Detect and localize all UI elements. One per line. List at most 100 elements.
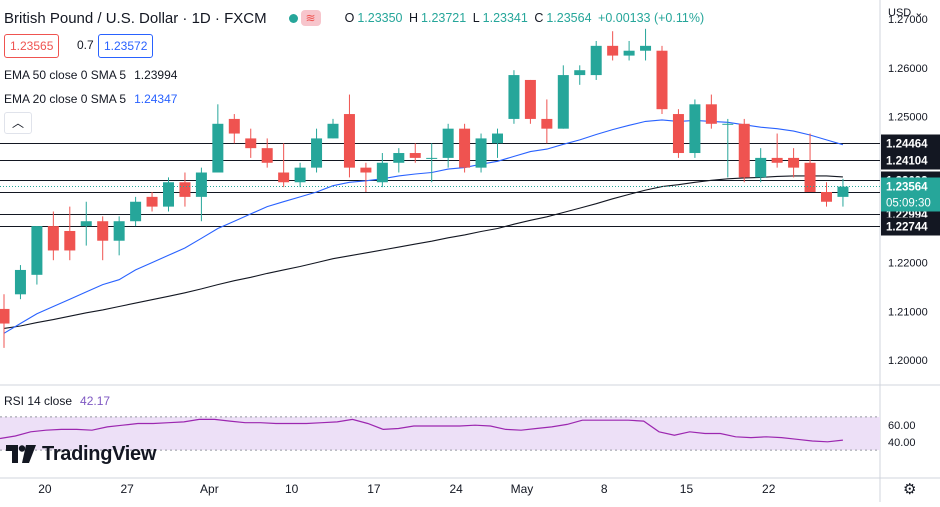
candle-down[interactable] [47,226,59,251]
candle-up[interactable] [492,133,503,144]
candle-up[interactable] [640,45,652,51]
candle-up[interactable] [130,201,142,222]
time-tick-label: 15 [680,482,694,496]
candle-down[interactable] [245,138,257,149]
spread-value: 0.7 [72,34,99,56]
ema20-line[interactable] [3,119,844,334]
candle-down[interactable] [0,308,10,324]
candle-up[interactable] [837,186,849,197]
sell-button[interactable]: 1.23565 [4,34,60,58]
candle-up[interactable] [163,182,174,207]
candle-up[interactable] [557,75,569,129]
level-price-label: 1.24104 [886,156,928,168]
candle-down[interactable] [738,123,750,178]
candle-up[interactable] [14,269,26,295]
candle-up[interactable] [689,104,701,154]
rsi-value: 42.17 [80,394,111,408]
candle-up[interactable] [755,157,767,178]
price-tick-label: 1.21000 [888,306,928,318]
collapse-legend-button[interactable]: ︿ [4,112,32,134]
candle-down[interactable] [771,157,783,163]
tradingview-logo-icon [6,445,36,463]
candle-up[interactable] [113,221,125,241]
tradingview-logo[interactable]: TradingView [6,441,156,467]
candle-down[interactable] [343,114,355,168]
candle-down[interactable] [541,118,553,129]
candle-up[interactable] [195,172,207,197]
candle-down[interactable] [261,148,273,163]
level-price-label-bg [881,217,940,236]
candle-up[interactable] [508,75,520,119]
logo-text: TradingView [42,442,157,465]
time-tick-label: 17 [367,482,381,496]
symbol-header: British Pound / U.S. Dollar · 1D · FXCM … [4,7,707,29]
candle-down[interactable] [228,118,240,134]
rsi-tick-label: 60.00 [888,420,916,432]
current-price-label-bg [881,177,940,212]
candle-down[interactable] [179,182,191,197]
ohlc-values: O 1.23350 H 1.23721 L 1.23341 C 1.23564 +0.0… [344,11,705,25]
ema50-label: EMA 50 close 0 SMA 5 [4,68,127,82]
candle-up[interactable] [574,70,586,76]
candle-down[interactable] [64,230,76,251]
symbol-title[interactable]: British Pound / U.S. Dollar · 1D · FXCM [4,9,267,27]
ema20-legend[interactable]: EMA 20 close 0 SMA 5 1.24347 [4,92,177,106]
candle-up[interactable] [426,157,438,159]
ema50-legend[interactable]: EMA 50 close 0 SMA 5 1.23994 [4,68,177,82]
time-tick-label: 10 [285,482,299,496]
price-tick-label: 1.22000 [888,258,928,270]
candle-up[interactable] [31,226,43,275]
current-price-label: 1.23564 [886,182,928,194]
candle-down[interactable] [360,167,372,173]
time-tick-label: May [511,482,534,496]
candle-up[interactable] [722,123,734,125]
candle-down[interactable] [524,79,536,119]
ema20-value: 1.24347 [134,92,178,106]
candle-up[interactable] [376,162,388,183]
chevron-down-icon: ⌄ [914,7,924,19]
market-open-icon [288,13,298,23]
level-price-label: 1.24464 [886,139,928,151]
candle-up[interactable] [393,153,405,163]
candle-up[interactable] [442,128,454,158]
time-tick-label: 8 [601,482,608,496]
approximately-equal-icon[interactable]: ≋ [300,10,321,26]
candle-up[interactable] [590,45,602,76]
candle-up[interactable] [294,167,306,183]
time-tick-label: Apr [200,482,219,496]
rsi-legend[interactable]: RSI 14 close 42.17 [4,394,110,408]
candle-down[interactable] [278,172,290,183]
candle-down[interactable] [146,196,158,207]
candle-down[interactable] [409,153,421,158]
candle-up[interactable] [475,138,487,168]
candle-down[interactable] [607,45,619,56]
time-tick-label: 22 [762,482,776,496]
candle-up[interactable] [212,123,224,173]
price-tick-label: 1.25000 [888,111,928,123]
candle-down[interactable] [788,157,800,168]
ema50-line[interactable] [3,175,843,329]
candle-down[interactable] [459,128,471,168]
candle-up[interactable] [623,50,635,56]
settings-gear-icon[interactable]: ⚙ [903,481,917,498]
level-price-label-bg [881,151,940,170]
level-price-label: 1.22744 [886,222,928,234]
candle-down[interactable] [804,162,816,192]
candle-down[interactable] [672,114,684,154]
candle-up[interactable] [80,221,92,227]
candle-down[interactable] [705,104,717,124]
candle-up[interactable] [311,138,323,168]
candle-down[interactable] [97,221,109,241]
level-price-label-bg [881,134,940,153]
candle-down[interactable] [821,192,832,202]
currency-selector[interactable]: USD ⌄ [888,7,924,19]
candle-up[interactable] [327,123,339,139]
bar-countdown-label: 05:09:30 [886,198,931,210]
rsi-line[interactable] [0,418,843,443]
buy-button[interactable]: 1.23572 [98,34,154,58]
rsi-tick-label: 40.00 [888,437,916,449]
candle-down[interactable] [656,50,668,110]
rsi-label: RSI 14 close [4,394,73,408]
